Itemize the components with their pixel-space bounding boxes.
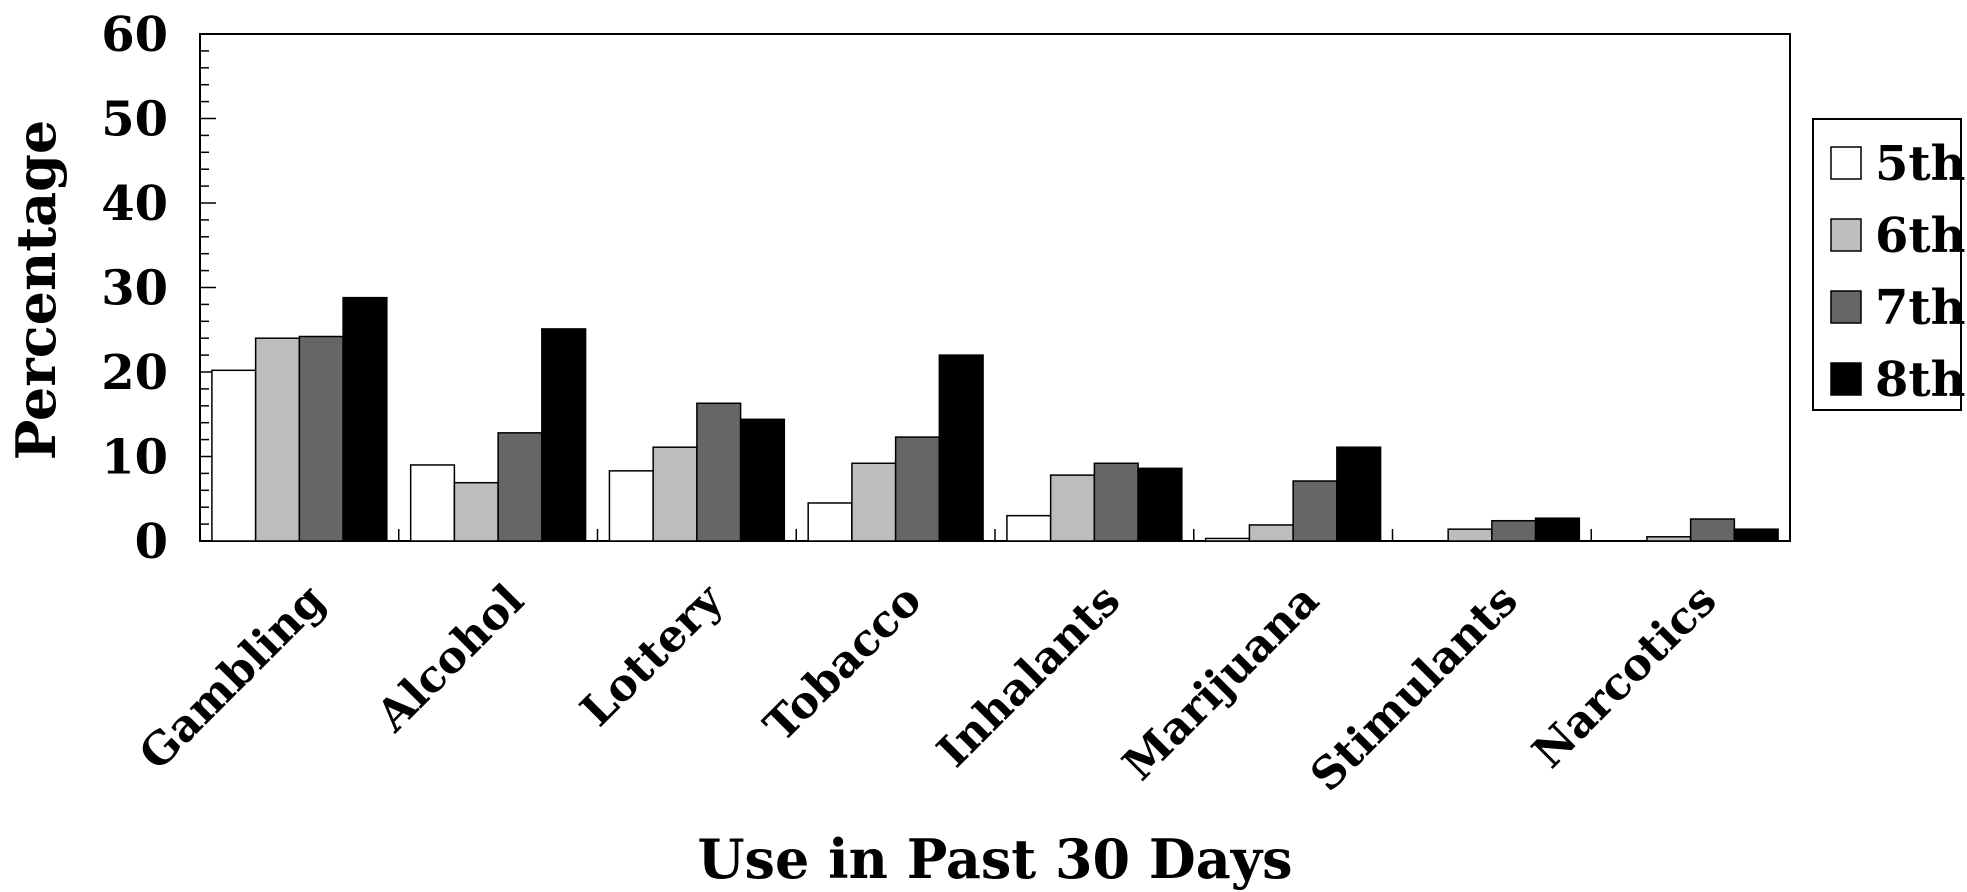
bar-8th-gambling [342,296,388,542]
bar-7th-gambling [298,335,344,542]
legend-label-5th: 5th [1875,136,1965,192]
bar-5th-alcohol [409,464,456,542]
bar-6th-gambling [254,337,301,542]
y-tick-label: 20 [101,345,168,401]
bar-7th-narcotics [1689,518,1736,542]
bar-8th-lottery [739,418,786,542]
bar-8th-narcotics [1733,528,1779,542]
bar-8th-alcohol [541,328,587,542]
y-tick-label: 50 [101,92,168,148]
bar-6th-stimulants [1447,528,1493,542]
bar-8th-tobacco [938,354,984,542]
bar-8th-stimulants [1534,517,1581,542]
bar-8th-marijuana [1336,446,1382,542]
bar-7th-inhalants [1093,462,1139,542]
bar-6th-narcotics [1646,536,1692,542]
bar-7th-lottery [696,402,742,542]
bar-5th-marijuana [1204,537,1251,542]
y-axis-title: Percentage [4,120,68,461]
x-axis: Gambling Alcohol Lottery TobaccoInhalantsMa… [130,529,1726,802]
legend-swatch-5th [1830,146,1862,180]
y-tick-label: 40 [101,176,168,232]
bar-6th-alcohol [453,481,499,542]
bar-6th-marijuana [1248,524,1294,542]
legend-label-6th: 6th [1875,208,1965,264]
bar-7th-tobacco [894,436,941,542]
legend-swatch-7th [1830,290,1862,324]
x-axis-title: Use in Past 30 Days [697,827,1292,891]
legend: 5th 6th 7th 8th [1812,118,1965,411]
legend-swatch-6th [1830,218,1862,252]
bar-7th-marijuana [1292,480,1338,542]
bars [211,296,1779,542]
y-tick-label: 0 [135,514,168,570]
bar-5th-inhalants [1006,514,1052,542]
legend-label-8th: 8th [1875,352,1965,408]
x-tick-label: Stimulants [1301,575,1528,802]
bar-7th-alcohol [497,432,543,542]
bar-5th-lottery [608,470,654,542]
bar-5th-gambling [211,369,257,542]
bar-6th-inhalants [1049,474,1096,542]
bar-6th-tobacco [851,462,897,542]
legend-label-7th: 7th [1875,280,1965,336]
x-tick-label: Marijuana [1113,575,1329,791]
legend-swatch-8th [1830,362,1862,396]
x-tick-label: Gambling [130,575,335,780]
y-tick-label: 10 [101,430,168,486]
bar-7th-stimulants [1491,519,1537,542]
x-tick-label: Lottery [571,574,734,737]
x-tick-label: Alcohol [366,575,534,743]
bar-5th-tobacco [807,502,853,542]
y-tick-label: 30 [101,261,168,317]
y-tick-label: 60 [101,7,168,63]
y-axis: 0 10 20 30 40 50 60 [101,7,216,570]
bar-8th-inhalants [1137,467,1183,542]
x-tick-label: Inhalants [928,575,1131,778]
bar-6th-lottery [652,446,698,542]
x-tick-label: Tobacco [754,575,931,752]
x-tick-label: Narcotics [1523,575,1726,778]
